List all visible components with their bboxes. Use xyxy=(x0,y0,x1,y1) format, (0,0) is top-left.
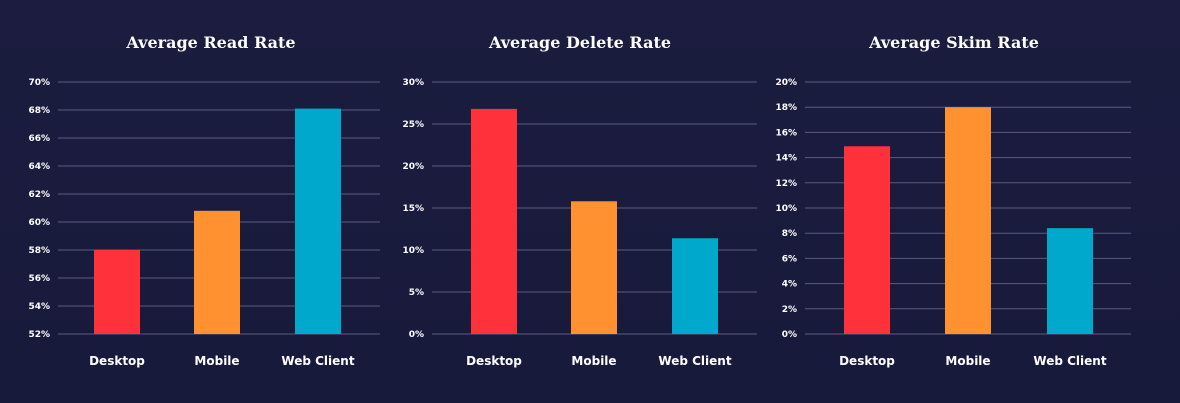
category-label: Web Client xyxy=(281,354,354,368)
read-rate-chart: Average Read Rate 52% 54% 56% 58% 60% 62% 64% 6… xyxy=(28,33,380,368)
skim-bar-web-client xyxy=(1047,228,1093,334)
category-label: Desktop xyxy=(466,354,522,368)
y-tick-label: 54% xyxy=(28,302,50,312)
y-tick-label: 14% xyxy=(775,154,797,164)
y-tick-label: 20% xyxy=(402,162,424,172)
read-bar-web-client xyxy=(295,108,341,334)
category-label: Web Client xyxy=(658,354,731,368)
y-tick-label: 62% xyxy=(28,190,50,200)
y-tick-label: 10% xyxy=(402,246,424,256)
y-tick-label: 15% xyxy=(402,204,424,214)
y-tick-label: 0% xyxy=(409,330,424,340)
y-tick-label: 18% xyxy=(775,103,797,113)
y-tick-label: 64% xyxy=(28,162,50,172)
y-tick-label: 68% xyxy=(28,106,50,116)
y-tick-label: 25% xyxy=(402,120,424,130)
y-tick-label: 16% xyxy=(775,128,797,138)
y-tick-label: 58% xyxy=(28,246,50,256)
chart-title: Average Skim Rate xyxy=(868,33,1039,52)
y-tick-label: 5% xyxy=(409,288,424,298)
y-tick-label: 56% xyxy=(28,274,50,284)
y-tick-label: 70% xyxy=(28,78,50,88)
chart-title: Average Read Rate xyxy=(125,33,295,52)
y-tick-label: 2% xyxy=(782,305,797,315)
y-tick-label: 30% xyxy=(402,78,424,88)
category-label: Desktop xyxy=(839,354,895,368)
read-bar-desktop xyxy=(94,250,140,334)
y-tick-label: 60% xyxy=(28,218,50,228)
delete-bar-desktop xyxy=(471,108,517,334)
skim-bar-desktop xyxy=(844,146,890,334)
category-label: Mobile xyxy=(571,354,616,368)
y-tick-label: 20% xyxy=(775,78,797,88)
skim-bar-mobile xyxy=(945,107,991,334)
category-label: Web Client xyxy=(1033,354,1106,368)
y-tick-label: 8% xyxy=(782,229,797,239)
y-tick-label: 0% xyxy=(782,330,797,340)
delete-bar-web-client xyxy=(672,238,718,334)
category-label: Desktop xyxy=(89,354,145,368)
y-tick-label: 4% xyxy=(782,280,797,290)
chart-title: Average Delete Rate xyxy=(488,33,671,52)
category-label: Mobile xyxy=(945,354,990,368)
delete-bar-mobile xyxy=(571,201,617,334)
category-label: Mobile xyxy=(194,354,239,368)
skim-rate-chart: Average Skim Rate 0% 2% 4% 6% 8% 10% 12% 14% 16%… xyxy=(775,33,1131,368)
y-tick-label: 66% xyxy=(28,134,50,144)
delete-rate-chart: Average Delete Rate 0% 5% 10% 15% 20% 25% 30% D… xyxy=(402,33,757,368)
y-tick-label: 52% xyxy=(28,330,50,340)
y-tick-label: 10% xyxy=(775,204,797,214)
y-tick-label: 12% xyxy=(775,179,797,189)
read-bar-mobile xyxy=(194,210,240,334)
y-tick-label: 6% xyxy=(782,254,797,264)
